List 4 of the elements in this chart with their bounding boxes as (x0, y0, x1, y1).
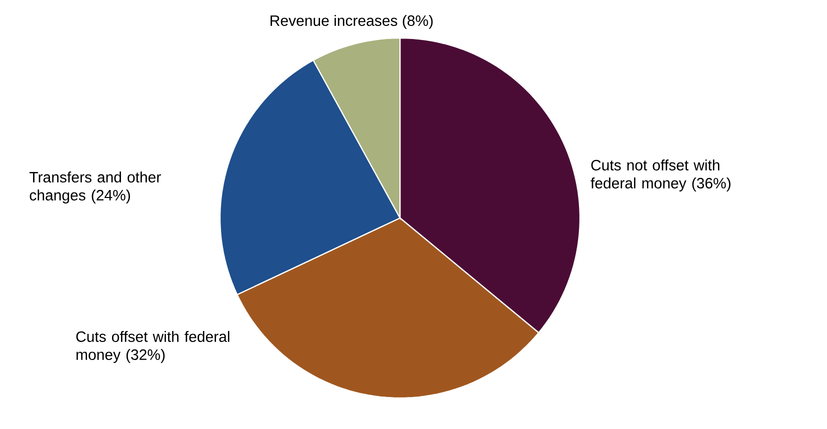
slice-label: Transfers and other changes (24%) (30, 172, 161, 204)
slice-label: Cuts not offset with federal money (36%) (590, 159, 730, 192)
slice-label: Cuts offset with federal money (32%) (76, 330, 230, 363)
slice-label: Revenue increases (8%) (270, 14, 433, 29)
